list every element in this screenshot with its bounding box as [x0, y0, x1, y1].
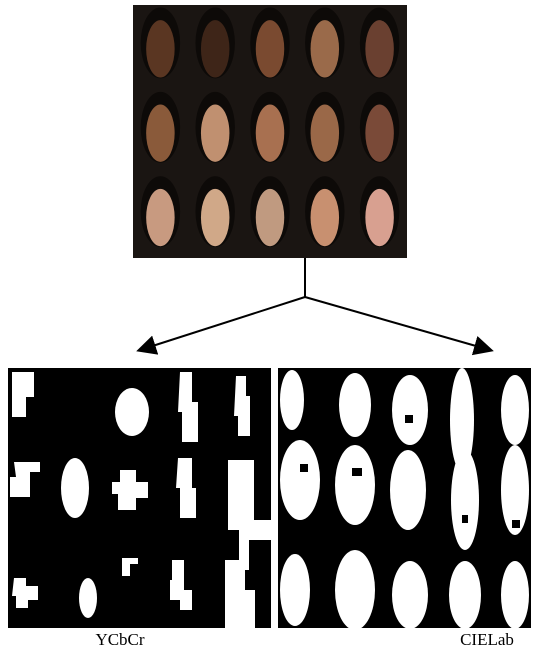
figure: YCbCr CIELab [0, 0, 539, 651]
face [256, 189, 284, 246]
face [201, 20, 229, 77]
face [146, 20, 174, 77]
left-label: YCbCr [95, 630, 144, 649]
face [311, 105, 339, 162]
cielab-mask [278, 368, 531, 630]
face [311, 189, 339, 246]
face [256, 105, 284, 162]
face [365, 189, 393, 246]
face [146, 105, 174, 162]
face [311, 20, 339, 77]
face [365, 20, 393, 77]
face [365, 105, 393, 162]
ycbcr-mask [8, 368, 271, 628]
face [201, 105, 229, 162]
arrows [140, 258, 490, 350]
face [256, 20, 284, 77]
face-grid [133, 5, 407, 258]
right-label: CIELab [460, 630, 514, 649]
face [146, 189, 174, 246]
face [201, 189, 229, 246]
